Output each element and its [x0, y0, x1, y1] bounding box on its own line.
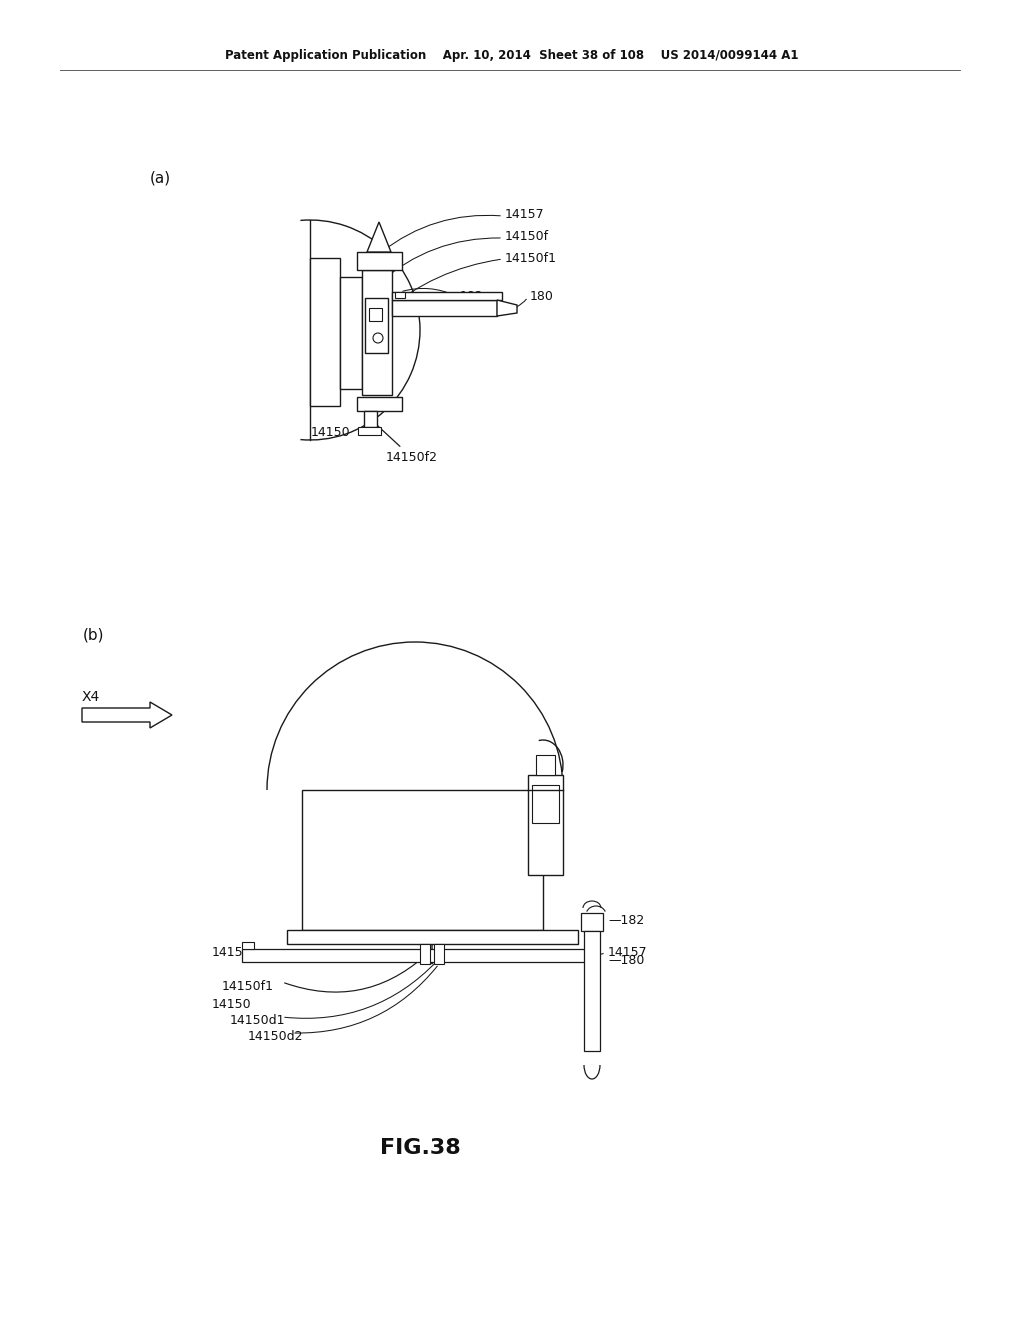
Bar — [340, 277, 362, 389]
Bar — [287, 931, 578, 944]
Bar — [365, 298, 388, 352]
Bar — [369, 308, 382, 321]
Text: 14150f1: 14150f1 — [505, 252, 557, 264]
Bar — [242, 942, 254, 949]
Bar — [420, 944, 430, 964]
Bar — [532, 785, 559, 822]
Text: Patent Application Publication    Apr. 10, 2014  Sheet 38 of 108    US 2014/0099: Patent Application Publication Apr. 10, … — [225, 49, 799, 62]
Bar — [392, 300, 497, 315]
Text: (a): (a) — [150, 170, 171, 186]
Text: 180: 180 — [530, 289, 554, 302]
Text: FIG.38: FIG.38 — [380, 1138, 461, 1158]
Text: 182: 182 — [460, 289, 483, 302]
Text: 14150d1: 14150d1 — [230, 1015, 286, 1027]
Text: 14150f2: 14150f2 — [369, 418, 438, 465]
Bar — [584, 931, 600, 1051]
Text: —182: —182 — [608, 913, 644, 927]
Bar — [362, 271, 392, 395]
Bar — [302, 789, 543, 931]
Text: —180: —180 — [608, 954, 644, 968]
Text: 14157z: 14157z — [212, 945, 258, 958]
Polygon shape — [367, 222, 391, 252]
Bar — [528, 775, 563, 875]
Text: 14150f1: 14150f1 — [222, 979, 274, 993]
Bar — [242, 949, 590, 962]
Bar — [310, 257, 340, 407]
Bar — [392, 292, 502, 300]
Text: 14150f: 14150f — [505, 231, 549, 243]
Bar — [357, 397, 402, 411]
Text: (b): (b) — [83, 627, 104, 643]
Bar — [434, 944, 444, 964]
Bar — [357, 252, 402, 271]
Polygon shape — [497, 300, 517, 315]
Text: 14157: 14157 — [505, 209, 545, 222]
Bar — [358, 426, 381, 436]
Text: 14150: 14150 — [212, 998, 252, 1011]
Bar — [581, 913, 603, 931]
Text: 14150d2: 14150d2 — [248, 1031, 303, 1044]
Bar — [536, 755, 555, 775]
Text: X4: X4 — [82, 690, 100, 704]
Bar — [395, 292, 406, 298]
Text: 14157: 14157 — [608, 945, 647, 958]
Text: 14150: 14150 — [310, 426, 350, 440]
Bar — [364, 411, 377, 426]
FancyArrow shape — [82, 702, 172, 729]
